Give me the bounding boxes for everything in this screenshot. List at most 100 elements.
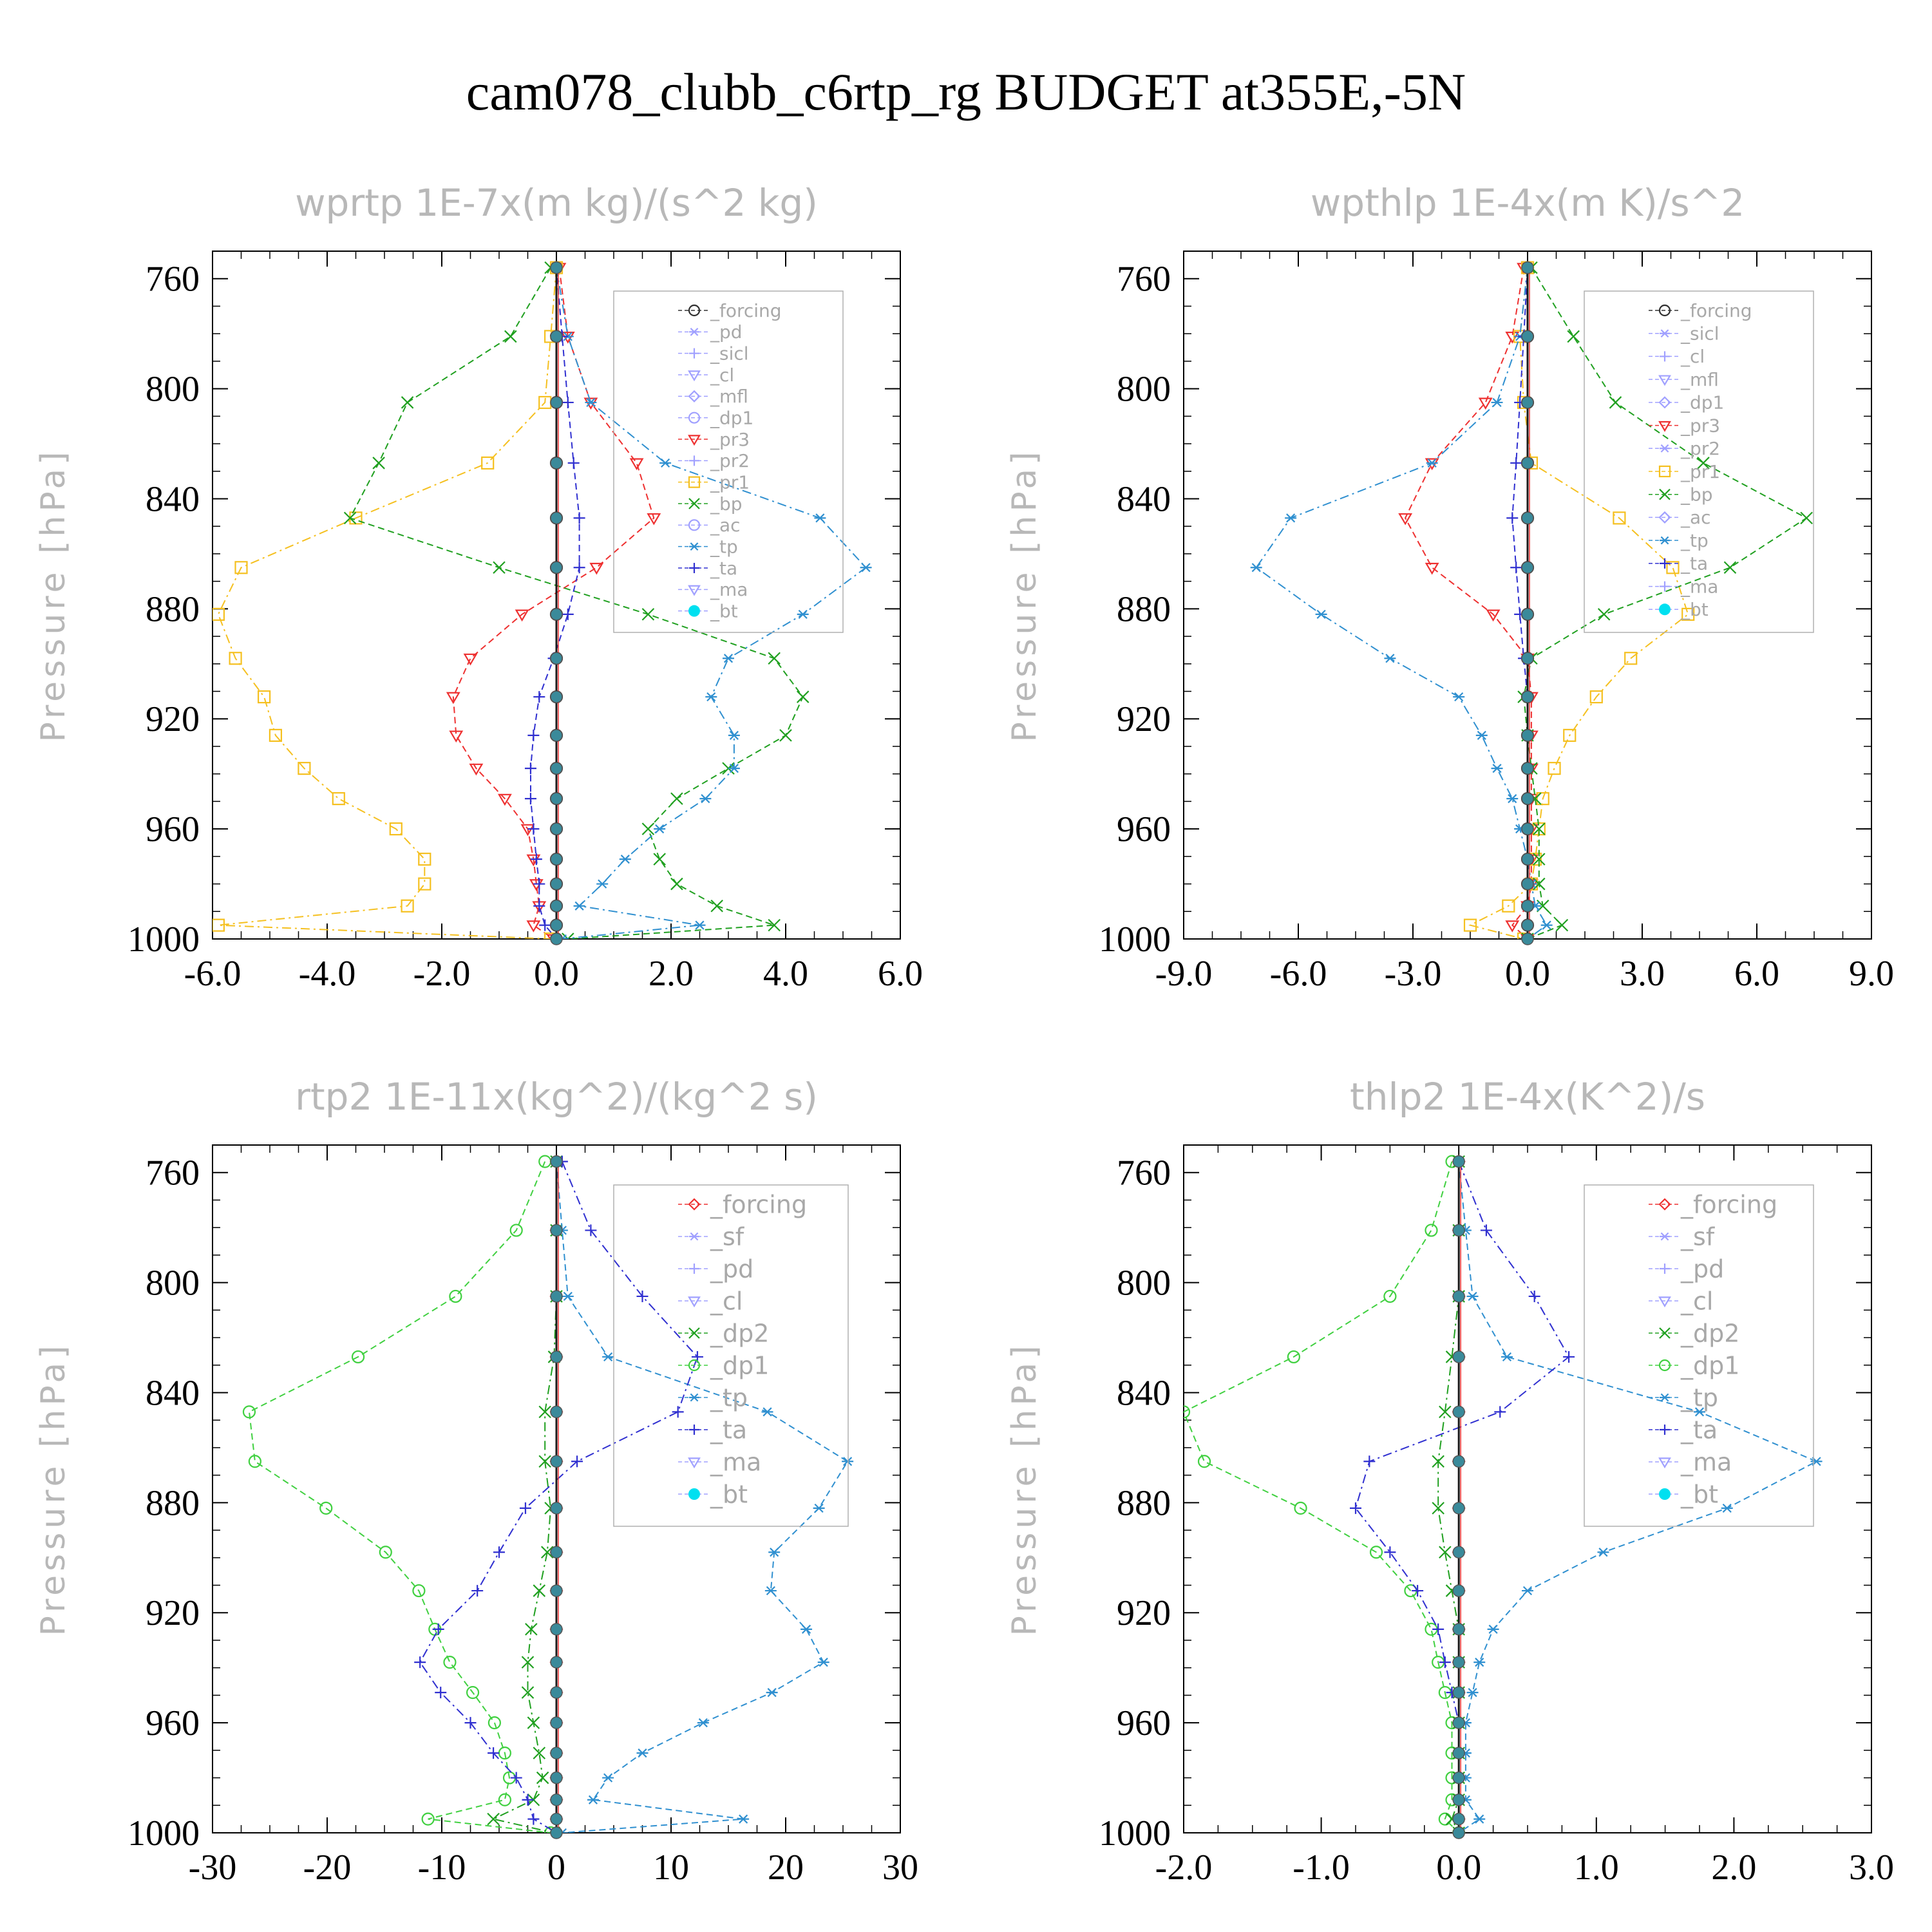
legend-marker — [1658, 511, 1671, 524]
y-tick-label: 880 — [146, 589, 200, 629]
bt-point — [550, 396, 563, 409]
x-tick-label: -2.0 — [1155, 1848, 1213, 1888]
series-line-ta — [530, 267, 580, 939]
legend-marker — [689, 563, 699, 573]
x-tick-label: 0.0 — [1436, 1848, 1481, 1888]
bt-point — [550, 1350, 563, 1363]
data-point — [585, 1224, 597, 1236]
legend-entry: _ta — [710, 558, 737, 579]
legend-box — [1584, 1184, 1814, 1527]
legend-entry: _dp2 — [1680, 1319, 1739, 1347]
legend-marker — [1660, 329, 1670, 338]
data-point — [1287, 1350, 1300, 1364]
panel-3: rtp2 1E-11x(kg^2)/(kg^2 s) Pressure [hPa]… — [34, 1075, 918, 1888]
legend-marker — [1658, 375, 1671, 386]
data-point — [567, 457, 580, 469]
data-point — [1694, 1407, 1705, 1417]
bt-point — [550, 1546, 563, 1559]
y-tick-label: 880 — [146, 1483, 200, 1523]
y-tick-label: 1000 — [128, 920, 200, 960]
series-line-tp — [1255, 267, 1548, 939]
data-point — [1723, 561, 1737, 574]
y-tick-label: 920 — [1117, 699, 1171, 739]
plot-frame — [1183, 1144, 1872, 1833]
legend-entry: _tp — [710, 536, 738, 557]
legend-entry: _dp1 — [710, 1351, 769, 1379]
legend-entry: _pr3 — [1680, 415, 1720, 436]
data-point — [269, 728, 282, 742]
data-point — [527, 823, 540, 835]
data-point — [1439, 1656, 1451, 1669]
x-tick-label: 30 — [882, 1848, 918, 1888]
data-point — [583, 397, 598, 410]
data-point — [571, 1455, 583, 1468]
data-point — [737, 1814, 750, 1824]
legend-marker — [1660, 1232, 1670, 1241]
y-axis-label: Pressure [hPa] — [34, 1342, 73, 1636]
x-tick-label: 6.0 — [1734, 954, 1779, 994]
data-point — [533, 900, 545, 912]
data-point — [379, 1546, 392, 1559]
legend-marker — [1660, 581, 1670, 592]
legend-entry: _bt — [1680, 599, 1709, 620]
data-point — [659, 458, 672, 468]
data-point — [647, 513, 661, 526]
data-point — [1502, 899, 1515, 913]
legend-entry: _ta — [710, 1416, 747, 1444]
legend-marker — [688, 1457, 701, 1469]
legend-marker — [1660, 1264, 1670, 1274]
data-point — [1473, 1658, 1486, 1667]
bt-point — [1521, 877, 1534, 891]
data-point — [1184, 1405, 1191, 1419]
legend-marker — [1658, 304, 1671, 317]
legend-marker — [1660, 444, 1670, 453]
legend-entry: _dp1 — [1680, 392, 1724, 413]
data-point — [1363, 1455, 1376, 1468]
series-line-pr3 — [452, 267, 655, 939]
bt-point — [1452, 1747, 1465, 1759]
data-point — [728, 764, 740, 773]
legend-marker — [1660, 351, 1670, 362]
data-point — [1501, 1352, 1513, 1362]
data-point — [723, 654, 734, 663]
bt-point — [1521, 457, 1534, 469]
data-point — [497, 793, 512, 806]
data-point — [1609, 396, 1622, 409]
y-tick-label: 880 — [1117, 1483, 1171, 1523]
x-tick-label: -4.0 — [299, 954, 356, 994]
legend-entry: _pr3 — [710, 429, 750, 450]
bt-point — [550, 1812, 563, 1826]
data-point — [1432, 1502, 1444, 1515]
data-point — [1466, 1291, 1479, 1302]
legend-entry: _cl — [1680, 346, 1705, 367]
bt-point — [1521, 762, 1534, 775]
bt-point — [550, 1747, 563, 1759]
series-line-tp — [556, 1161, 849, 1833]
y-tick-label: 800 — [1117, 370, 1171, 410]
bt-point — [1521, 261, 1534, 274]
x-tick-label: -2.0 — [413, 954, 471, 994]
bt-point — [1452, 1686, 1465, 1699]
bt-point — [1521, 652, 1534, 665]
legend-entry: _ma — [710, 579, 748, 600]
legend-marker — [688, 1359, 701, 1372]
data-point — [1438, 1812, 1452, 1826]
y-tick-label: 960 — [1117, 1703, 1171, 1743]
data-point — [1613, 511, 1626, 525]
data-point — [213, 918, 225, 932]
data-point — [248, 1455, 261, 1468]
legend-marker — [688, 1488, 700, 1500]
legend-entry: _tp — [1680, 530, 1709, 551]
legend-marker — [1660, 558, 1670, 569]
legend-entry: _bt — [710, 600, 738, 621]
data-point — [1487, 1624, 1499, 1634]
y-tick-label: 840 — [146, 479, 200, 519]
data-point — [487, 1812, 500, 1826]
data-point — [573, 901, 585, 911]
data-point — [464, 1717, 477, 1729]
data-point — [536, 1771, 549, 1785]
legend-entry: _tp — [1680, 1383, 1718, 1412]
series-line-pr1 — [1468, 267, 1689, 939]
bt-point — [550, 1405, 563, 1419]
y-tick-label: 880 — [1117, 589, 1171, 629]
